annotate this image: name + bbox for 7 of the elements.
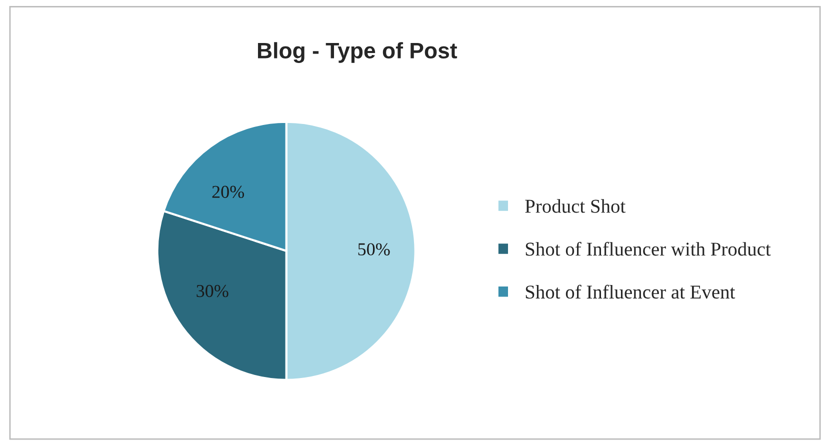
data-label: 30% <box>196 284 228 298</box>
data-label: 20% <box>212 186 244 198</box>
chart-title: Blog - Type of Post <box>258 42 458 63</box>
legend-label: Shot of Influencer with Product <box>526 242 771 256</box>
data-label: 50% <box>358 243 390 256</box>
legend-label: Shot of Influencer at Event <box>526 284 736 299</box>
legend-label: Product Shot <box>525 199 626 213</box>
